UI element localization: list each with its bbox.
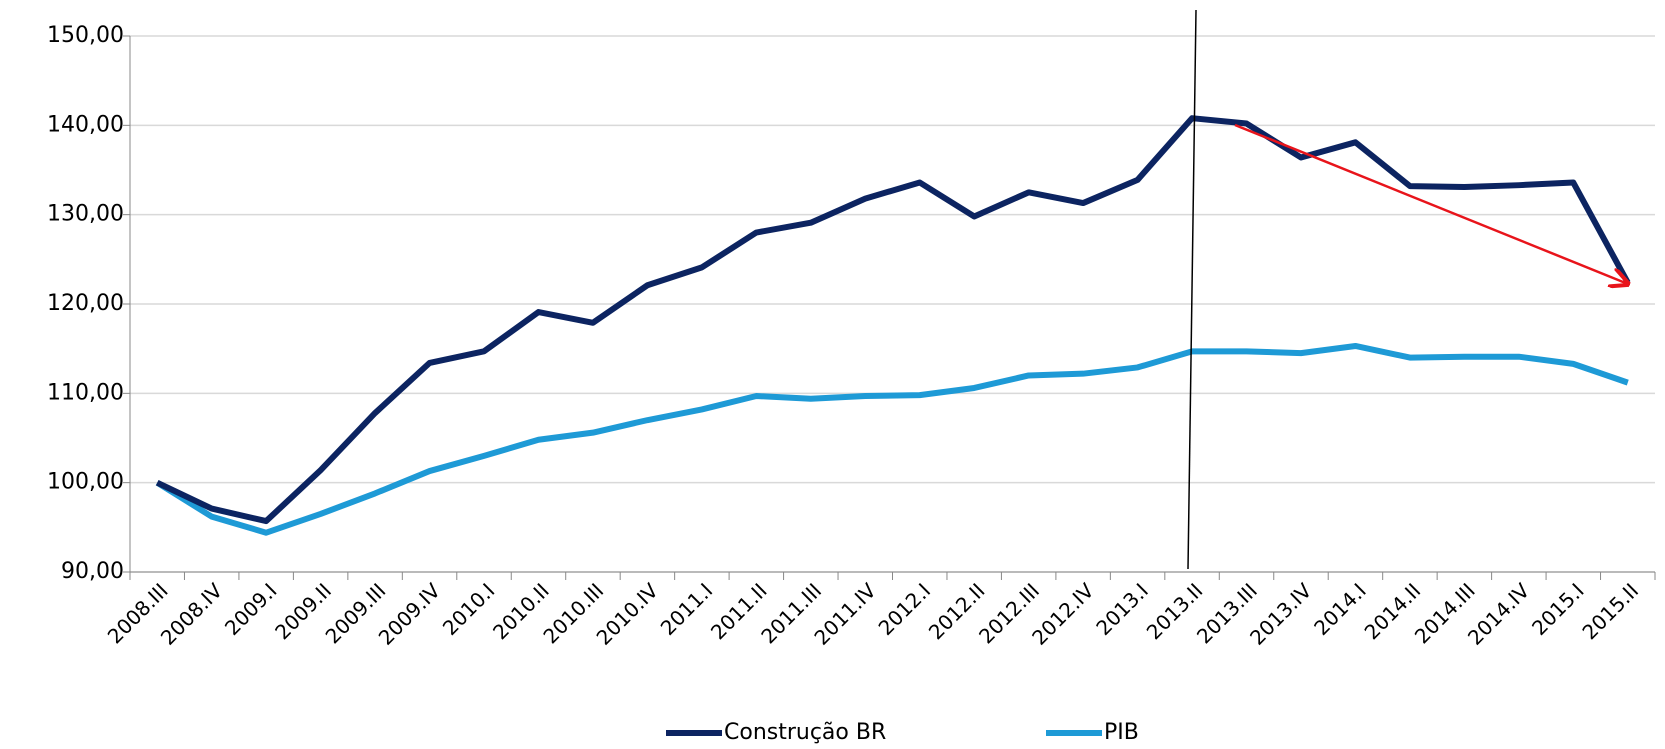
y-tick-label: 130,00 — [47, 202, 124, 227]
x-tick-label: 2013.I — [1091, 578, 1153, 640]
line-series — [155, 115, 1631, 525]
x-tick-label: 2014.I — [1309, 578, 1371, 640]
x-tick-label: 2011.IV — [809, 578, 881, 650]
x-tick-label: 2015.II — [1577, 578, 1643, 644]
line-series — [155, 342, 1629, 536]
divider-line — [1187, 9, 1197, 570]
x-tick-label: 2015.I — [1527, 578, 1589, 640]
x-tick-label: 2010.I — [438, 578, 500, 640]
y-tick-label: 140,00 — [47, 112, 124, 137]
y-tick-label: 120,00 — [47, 291, 124, 316]
y-tick-label: 110,00 — [47, 380, 124, 405]
x-tick-label: 2013.IV — [1245, 578, 1317, 650]
plot — [155, 115, 1631, 536]
x-tick-label: 2010.IV — [592, 578, 664, 650]
x-tick-label: 2014.IV — [1463, 578, 1535, 650]
x-tick-label: 2011.I — [656, 578, 718, 640]
x-tick-label: 2009.IV — [374, 578, 446, 650]
x-tick-label: 2009.I — [220, 578, 282, 640]
y-tick-label: 100,00 — [47, 470, 124, 495]
legend-label: PIB — [1104, 720, 1139, 745]
x-tick-label: 2008.IV — [156, 578, 228, 650]
trend-arrow — [1234, 123, 1628, 284]
x-tick-label: 2012.IV — [1027, 578, 1099, 650]
legend-label: Construção BR — [724, 720, 886, 745]
grid — [123, 35, 1656, 580]
x-tick-label: 2012.I — [874, 578, 936, 640]
y-tick-label: 90,00 — [61, 559, 124, 584]
y-tick-label: 150,00 — [47, 23, 124, 48]
